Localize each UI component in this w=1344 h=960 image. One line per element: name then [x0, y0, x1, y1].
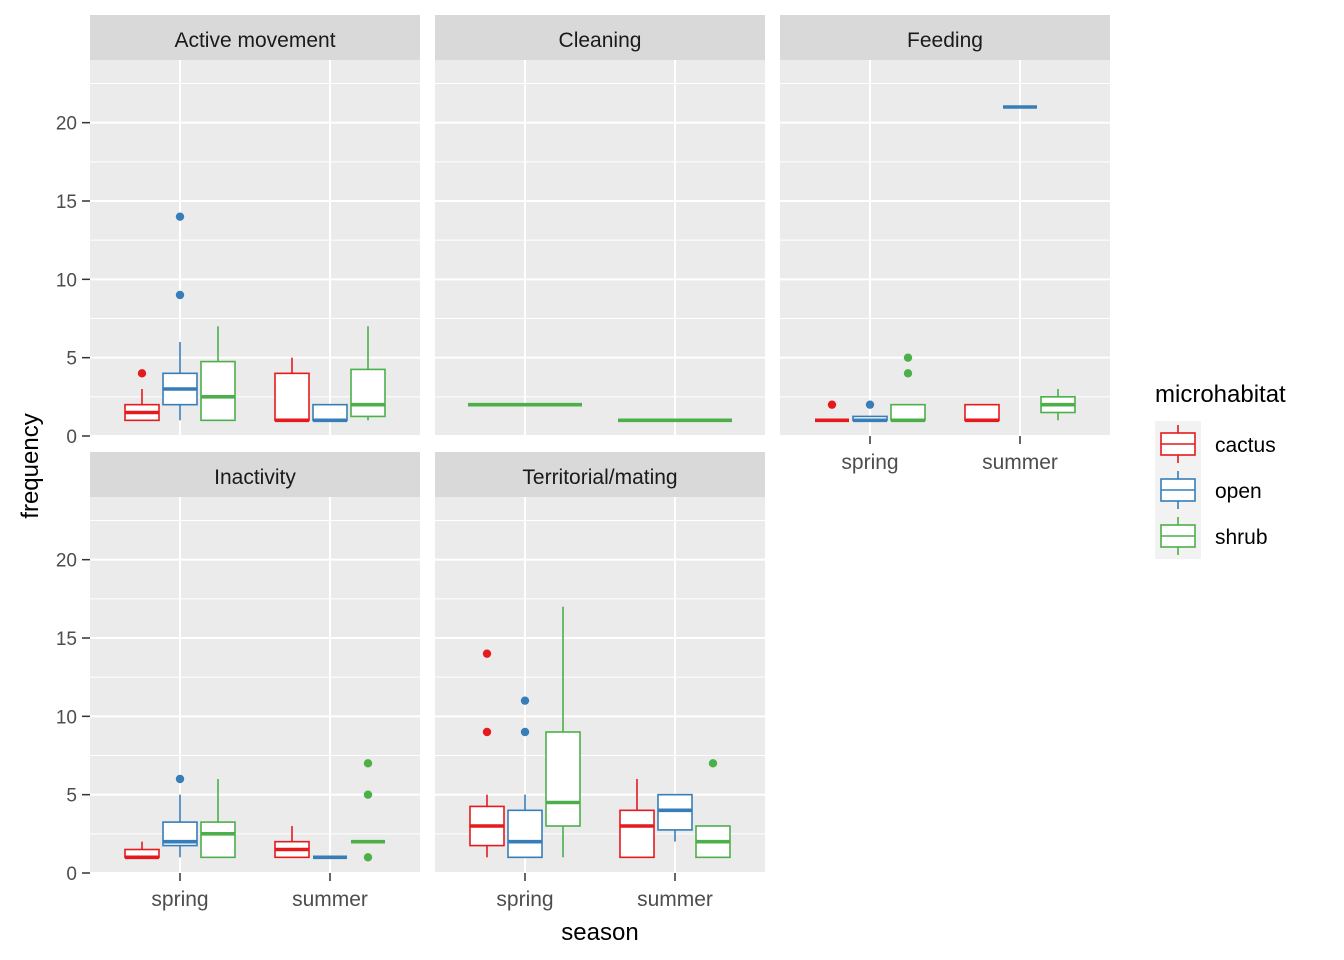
box-body [619, 809, 655, 859]
facet-title: Cleaning [559, 29, 642, 52]
facet-title: Inactivity [214, 466, 296, 489]
box-shrub-spring [200, 326, 236, 422]
box-cactus-spring [815, 400, 849, 423]
facet-panel: Inactivity [90, 452, 420, 874]
box-body [162, 821, 198, 847]
facet-strip [90, 15, 420, 60]
box-body [200, 821, 236, 859]
outlier-point [175, 774, 185, 784]
facet-title: Active movement [174, 29, 335, 52]
y-tick-label: 0 [66, 864, 77, 885]
outlier-point [903, 353, 913, 362]
outlier-point [482, 649, 492, 658]
box-body [657, 793, 693, 831]
facet-title: Territorial/mating [522, 466, 677, 489]
outlier-point [175, 290, 185, 300]
box-shrub-spring [890, 353, 926, 423]
box-cactus-spring [124, 369, 160, 422]
facet-strip [435, 452, 765, 497]
box-open-spring [162, 774, 198, 858]
outlier-point [363, 759, 373, 768]
box-shrub-summer [1040, 389, 1076, 421]
facet-panel: Feeding [780, 15, 1110, 437]
box-cactus-summer [274, 357, 310, 423]
box-body [890, 403, 926, 422]
facet-strip [90, 452, 420, 497]
outlier-point [520, 727, 530, 737]
legend-item-open: open [1155, 467, 1262, 513]
box-cactus-summer [619, 779, 655, 859]
box-shrub-summer [695, 759, 731, 859]
box-body [545, 731, 581, 827]
box-open-summer [657, 793, 693, 842]
x-tick-label: spring [151, 888, 208, 911]
box-shrub-spring [545, 606, 581, 858]
x-tick-label: spring [496, 888, 553, 911]
box-cactus-spring [124, 841, 160, 860]
outlier-point [520, 696, 530, 705]
box-shrub-summer [351, 759, 385, 862]
y-tick-label: 5 [66, 786, 77, 807]
legend: microhabitat cactus open shrub [1155, 381, 1286, 559]
box-cactus-summer [274, 826, 310, 859]
box-body [964, 403, 1000, 422]
y-tick-label: 15 [56, 629, 77, 650]
legend-label: open [1215, 480, 1262, 503]
box-shrub-spring [200, 779, 236, 859]
box-shrub-summer [350, 326, 386, 421]
y-tick-label: 10 [56, 270, 77, 291]
box-cactus-summer [964, 403, 1000, 423]
outlier-point [137, 369, 147, 378]
legend-title: microhabitat [1155, 381, 1286, 408]
box-open-spring [852, 400, 888, 423]
x-tick-label: summer [292, 888, 368, 911]
facet-panel: Territorial/mating [435, 452, 765, 874]
x-tick-label: summer [982, 451, 1058, 474]
facet-panel: Active movement [90, 15, 420, 437]
box-body [312, 403, 348, 422]
box-cactus-spring [469, 649, 505, 858]
box-open-spring [162, 212, 198, 421]
outlier-point [708, 759, 718, 768]
outlier-point [363, 790, 373, 799]
outlier-point [175, 212, 185, 221]
outlier-point [827, 400, 837, 409]
x-axis-title: season [561, 919, 638, 946]
y-tick-label: 0 [66, 427, 77, 448]
x-tick-label: spring [841, 451, 898, 474]
panel-background [90, 497, 420, 873]
outlier-point [363, 853, 373, 862]
y-tick-label: 20 [56, 114, 77, 135]
legend-item-shrub: shrub [1155, 513, 1268, 559]
facet-title: Feeding [907, 29, 983, 52]
box-open-spring [507, 696, 543, 859]
box-body [200, 360, 236, 422]
outlier-point [903, 369, 913, 378]
legend-item-cactus: cactus [1155, 421, 1276, 467]
panels-layer: Active movement Cleaning Feeding Inactivity… [90, 15, 1110, 874]
y-tick-label: 20 [56, 551, 77, 572]
box-body [507, 809, 543, 859]
outlier-point [482, 727, 492, 737]
panel-background [780, 60, 1110, 436]
box-body [350, 368, 386, 418]
facet-panel: Cleaning [435, 15, 765, 437]
box-open-summer [312, 403, 348, 423]
facet-strip [780, 15, 1110, 60]
panel-background [435, 60, 765, 436]
x-tick-label: summer [637, 888, 713, 911]
facet-strip [435, 15, 765, 60]
axes-layer: 0 5 10 15 20 spring summer 0 5 10 15 20 spring summer… [56, 114, 1058, 911]
y-tick-label: 15 [56, 192, 77, 213]
y-axis-title: frequency [17, 413, 44, 518]
legend-label: cactus [1215, 434, 1276, 457]
y-tick-label: 10 [56, 707, 77, 728]
legend-label: shrub [1215, 526, 1268, 549]
outlier-point [865, 400, 875, 409]
y-tick-label: 5 [66, 349, 77, 370]
box-body [274, 372, 310, 422]
